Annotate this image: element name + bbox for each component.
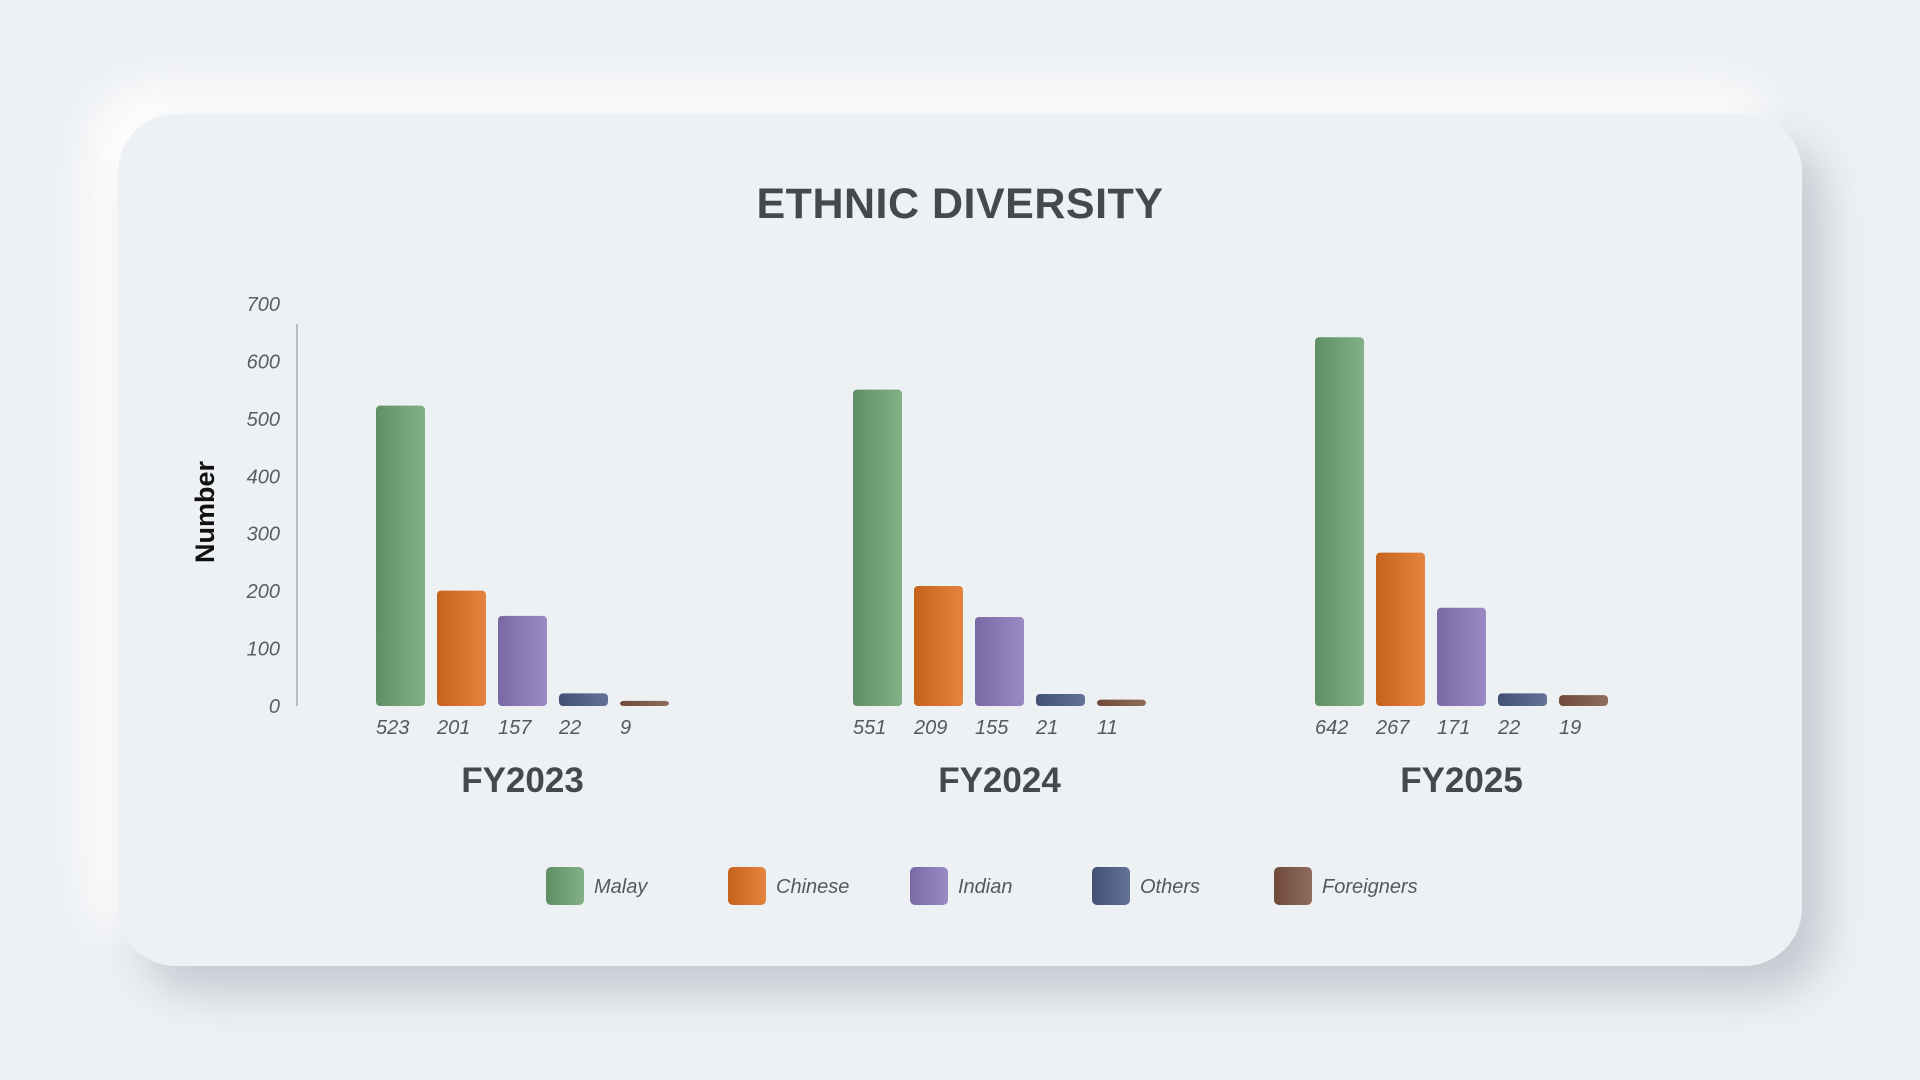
legend-label: Foreigners [1322, 876, 1418, 898]
value-label: 642 [1315, 717, 1348, 739]
bar-chinese-fy2023 [437, 590, 486, 706]
bar-others-fy2025 [1498, 693, 1547, 706]
value-label: 267 [1375, 717, 1410, 739]
legend-swatch [1092, 867, 1130, 905]
bar-others-fy2023 [559, 693, 608, 706]
value-label: 11 [1097, 717, 1118, 739]
legend-item-indian: Indian [910, 867, 1013, 905]
value-label: 9 [620, 717, 631, 739]
value-label: 157 [498, 717, 532, 739]
y-tick-label: 200 [246, 581, 280, 603]
legend-item-others: Others [1092, 867, 1200, 905]
value-label: 171 [1437, 717, 1470, 739]
bar-malay-fy2024 [853, 389, 902, 706]
y-tick-label: 400 [247, 466, 280, 488]
bar-chinese-fy2025 [1376, 552, 1425, 706]
value-label: 22 [1497, 717, 1520, 739]
y-tick-label: 500 [247, 409, 280, 431]
legend-label: Indian [958, 876, 1013, 898]
y-tick-label: 300 [247, 524, 280, 546]
bar-foreigners-fy2024 [1097, 699, 1146, 706]
value-label: 523 [376, 717, 409, 739]
legend-label: Others [1140, 876, 1200, 898]
bar-others-fy2024 [1036, 693, 1085, 706]
bar-malay-fy2025 [1315, 337, 1364, 706]
y-tick-label: 100 [247, 639, 280, 661]
bar-indian-fy2023 [498, 615, 547, 706]
y-tick-label: 600 [247, 351, 280, 373]
value-label: 201 [436, 717, 470, 739]
bar-indian-fy2025 [1437, 607, 1486, 706]
bar-indian-fy2024 [975, 616, 1024, 706]
value-label: 19 [1559, 717, 1581, 739]
category-label: FY2024 [938, 761, 1061, 800]
value-label: 551 [853, 717, 886, 739]
bar-foreigners-fy2025 [1559, 695, 1608, 706]
value-label: 155 [975, 717, 1009, 739]
legend-swatch [1274, 867, 1312, 905]
category-label: FY2025 [1400, 761, 1523, 800]
value-label: 22 [558, 717, 581, 739]
bar-malay-fy2023 [376, 405, 425, 706]
bar-foreigners-fy2023 [620, 700, 669, 706]
legend-label: Chinese [776, 876, 849, 898]
legend-label: Malay [594, 876, 648, 898]
legend-swatch [728, 867, 766, 905]
value-label: 21 [1035, 717, 1058, 739]
bar-chinese-fy2024 [914, 585, 963, 706]
y-axis-label: Number [190, 461, 220, 564]
value-label: 209 [913, 717, 947, 739]
y-tick-label: 0 [269, 696, 280, 718]
chart-title: ETHNIC DIVERSITY [756, 180, 1164, 228]
legend-swatch [546, 867, 584, 905]
legend-item-malay: Malay [546, 867, 648, 905]
legend-item-chinese: Chinese [728, 867, 849, 905]
y-tick-label: 700 [247, 294, 280, 316]
legend-item-foreigners: Foreigners [1274, 867, 1418, 905]
legend-swatch [910, 867, 948, 905]
category-label: FY2023 [461, 761, 584, 800]
